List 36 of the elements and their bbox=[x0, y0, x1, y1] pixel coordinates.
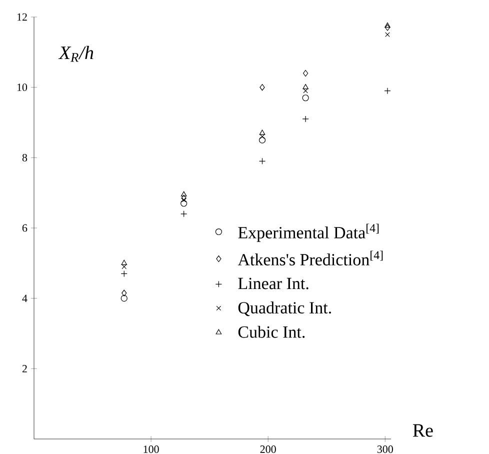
point bbox=[385, 32, 390, 37]
point bbox=[384, 88, 391, 94]
y-tick-label: 10 bbox=[17, 84, 28, 92]
point bbox=[302, 116, 309, 122]
x-tick-label: 100 bbox=[144, 446, 159, 453]
point bbox=[303, 70, 308, 77]
point bbox=[302, 84, 308, 90]
x-axis-title: Re bbox=[412, 424, 433, 437]
point bbox=[302, 94, 309, 102]
point bbox=[384, 24, 390, 31]
y-tick-label: 12 bbox=[17, 13, 27, 21]
point bbox=[384, 22, 390, 28]
legend-label: Cubic Int. bbox=[238, 326, 305, 338]
x-tick-label: 200 bbox=[260, 446, 276, 453]
point bbox=[120, 295, 128, 302]
point bbox=[259, 130, 266, 135]
point bbox=[180, 200, 188, 207]
point bbox=[258, 136, 266, 144]
point bbox=[120, 270, 128, 277]
point bbox=[180, 191, 187, 196]
legend-label: Experimental Data$^{[4]}$ bbox=[238, 224, 379, 242]
legend-label: Quadratic Int. bbox=[238, 302, 331, 316]
legend-label: Atkens's Prediction$^{[4]}$ bbox=[238, 250, 383, 266]
point bbox=[122, 264, 127, 270]
point bbox=[122, 290, 127, 296]
legend-label: Linear Int. bbox=[238, 278, 308, 290]
x-tick-label: 300 bbox=[377, 446, 393, 453]
y-axis-title: X$_{R}$/h bbox=[58, 46, 94, 62]
point bbox=[258, 158, 266, 164]
y-tick-label: 6 bbox=[22, 224, 28, 232]
y-tick-label: 2 bbox=[22, 365, 27, 372]
point bbox=[121, 260, 128, 265]
y-tick-label: 4 bbox=[22, 294, 28, 302]
point bbox=[180, 210, 188, 218]
point bbox=[260, 84, 265, 91]
y-tick-label: 8 bbox=[22, 154, 28, 162]
